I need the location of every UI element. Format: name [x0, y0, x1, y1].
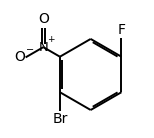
Text: O: O — [14, 50, 25, 64]
Text: Br: Br — [52, 112, 68, 126]
Text: +: + — [47, 35, 54, 44]
Text: N: N — [38, 41, 48, 54]
Text: −: − — [26, 45, 34, 55]
Text: O: O — [38, 12, 49, 26]
Text: F: F — [117, 23, 125, 37]
